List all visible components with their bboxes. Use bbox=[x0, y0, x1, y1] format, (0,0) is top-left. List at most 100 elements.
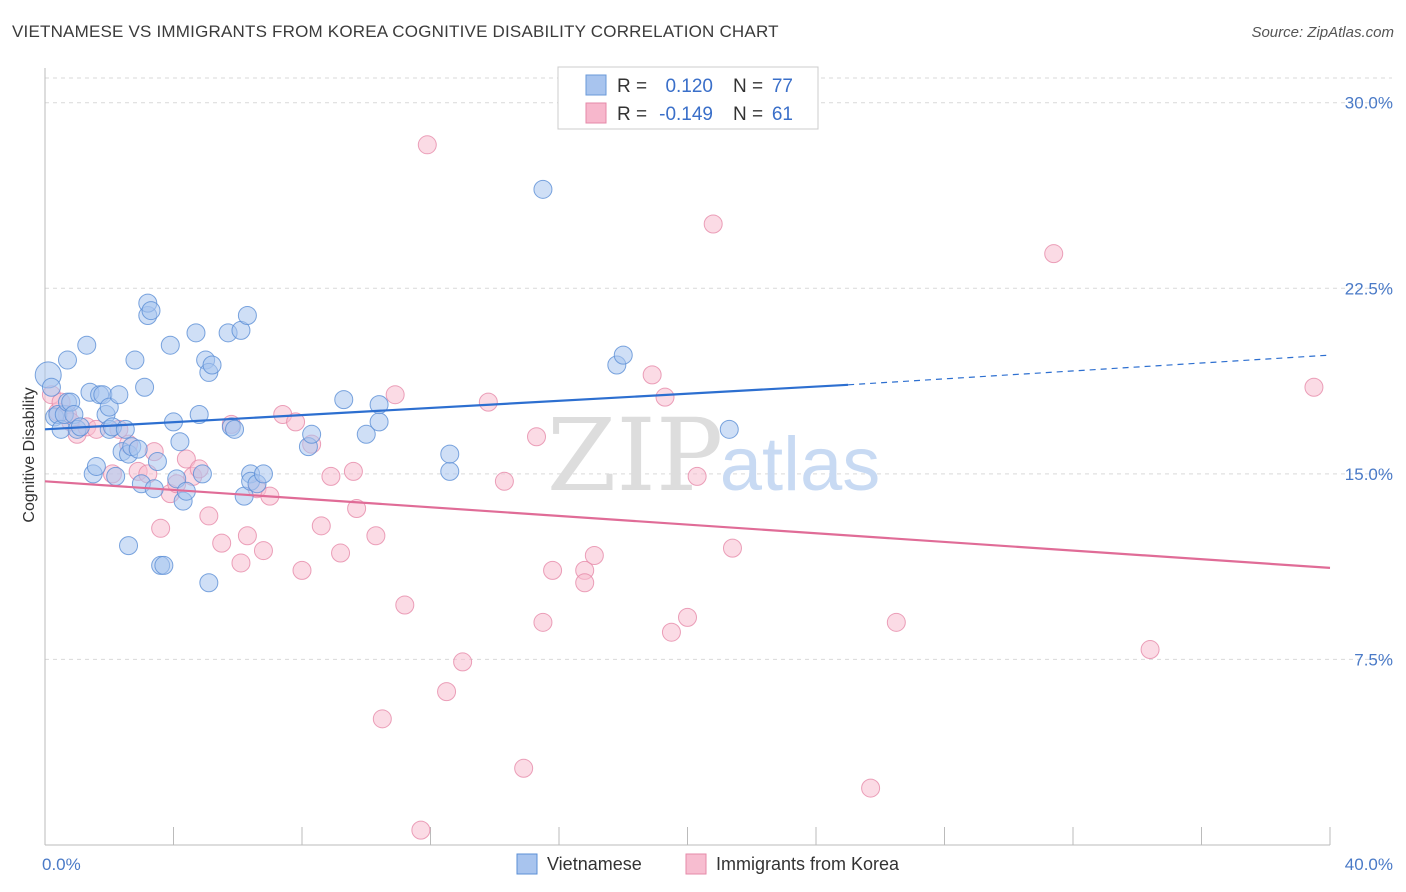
x-tick-label-0: 0.0% bbox=[42, 855, 81, 874]
point-vietnamese-39 bbox=[154, 555, 174, 575]
point-vietnamese-43 bbox=[170, 432, 190, 452]
point-vietnamese-35 bbox=[141, 301, 161, 321]
legend-n-label-0: N = bbox=[733, 76, 763, 97]
point-vietnamese-68 bbox=[369, 395, 389, 415]
point-korea-56 bbox=[661, 622, 681, 642]
point-korea-63 bbox=[1044, 244, 1064, 264]
grid-lines bbox=[45, 77, 1392, 660]
point-korea-14 bbox=[151, 518, 171, 538]
point-vietnamese-23 bbox=[109, 385, 129, 405]
point-korea-44 bbox=[453, 652, 473, 672]
legend-swatch-1 bbox=[585, 102, 607, 124]
legend-n-value-0: 77 bbox=[772, 76, 793, 97]
point-korea-48 bbox=[527, 427, 547, 447]
point-vietnamese-66 bbox=[356, 424, 376, 444]
point-vietnamese-55 bbox=[225, 419, 245, 439]
legend-r-value-1: -0.149 bbox=[659, 104, 713, 125]
point-korea-42 bbox=[417, 135, 437, 155]
bottom-legend-label-0: Vietnamese bbox=[547, 854, 642, 874]
series-vietnamese-points bbox=[34, 179, 739, 593]
point-korea-33 bbox=[321, 466, 341, 486]
legend-swatch-0 bbox=[585, 74, 607, 96]
point-korea-26 bbox=[253, 541, 273, 561]
chart-title: VIETNAMESE VS IMMIGRANTS FROM KOREA COGN… bbox=[12, 22, 779, 41]
x-tick-label-1: 40.0% bbox=[1345, 855, 1393, 874]
point-vietnamese-73 bbox=[613, 345, 633, 365]
point-korea-39 bbox=[385, 385, 405, 405]
bottom-legend-swatch-0 bbox=[516, 853, 538, 875]
point-korea-52 bbox=[575, 573, 595, 593]
point-vietnamese-52 bbox=[202, 355, 222, 375]
y-axis-label: Cognitive Disability bbox=[21, 387, 38, 522]
point-vietnamese-27 bbox=[119, 536, 139, 556]
point-vietnamese-1 bbox=[41, 377, 61, 397]
point-vietnamese-46 bbox=[186, 323, 206, 343]
point-korea-17 bbox=[176, 449, 196, 469]
point-vietnamese-67 bbox=[369, 412, 389, 432]
legend-n-value-1: 61 bbox=[772, 104, 793, 125]
bottom-legend-swatch-1 bbox=[685, 853, 707, 875]
point-korea-57 bbox=[678, 607, 697, 627]
y-tick-label-1: 15.0% bbox=[1345, 465, 1393, 484]
point-vietnamese-48 bbox=[192, 464, 212, 484]
point-korea-29 bbox=[286, 412, 306, 432]
point-korea-21 bbox=[212, 533, 232, 553]
y-tick-label-0: 7.5% bbox=[1354, 650, 1393, 669]
bottom-legend-label-1: Immigrants from Korea bbox=[716, 854, 900, 874]
point-vietnamese-70 bbox=[440, 444, 460, 464]
point-vietnamese-12 bbox=[77, 335, 97, 355]
y-tick-label-3: 30.0% bbox=[1345, 94, 1393, 113]
point-korea-34 bbox=[331, 543, 351, 563]
watermark-zip: ZIP bbox=[547, 397, 723, 514]
point-korea-47 bbox=[514, 758, 534, 778]
point-korea-41 bbox=[411, 820, 431, 840]
point-korea-35 bbox=[343, 461, 363, 481]
point-vietnamese-62 bbox=[253, 464, 273, 484]
point-vietnamese-64 bbox=[302, 424, 322, 444]
point-korea-32 bbox=[311, 516, 331, 536]
point-korea-60 bbox=[722, 538, 742, 558]
point-korea-55 bbox=[655, 387, 675, 407]
point-korea-58 bbox=[687, 466, 707, 486]
point-vietnamese-69 bbox=[440, 461, 460, 481]
point-vietnamese-37 bbox=[147, 452, 167, 471]
point-korea-65 bbox=[1304, 377, 1324, 397]
point-korea-54 bbox=[642, 365, 662, 385]
legend-n-label-1: N = bbox=[733, 104, 763, 125]
point-vietnamese-30 bbox=[128, 439, 148, 459]
trend-vietnamese-extension bbox=[848, 354, 1331, 386]
point-korea-23 bbox=[231, 553, 251, 573]
point-korea-43 bbox=[437, 682, 457, 702]
point-vietnamese-65 bbox=[334, 390, 354, 410]
point-korea-53 bbox=[584, 546, 604, 566]
point-vietnamese-25 bbox=[115, 419, 135, 439]
point-korea-59 bbox=[703, 214, 723, 234]
point-korea-46 bbox=[494, 471, 514, 491]
axes bbox=[44, 68, 1331, 846]
watermark-atlas: atlas bbox=[720, 422, 881, 507]
point-vietnamese-40 bbox=[160, 335, 180, 355]
point-vietnamese-29 bbox=[125, 350, 145, 370]
point-korea-36 bbox=[347, 499, 367, 519]
point-korea-30 bbox=[292, 560, 312, 580]
point-vietnamese-50 bbox=[199, 573, 219, 593]
trend-vietnamese bbox=[44, 383, 849, 431]
point-korea-62 bbox=[886, 612, 906, 632]
point-korea-49 bbox=[533, 612, 553, 632]
point-korea-64 bbox=[1140, 640, 1160, 660]
point-vietnamese-22 bbox=[106, 466, 126, 486]
point-vietnamese-6 bbox=[57, 350, 77, 370]
trend-korea bbox=[44, 480, 1331, 569]
point-korea-45 bbox=[478, 392, 498, 412]
source-label: Source: ZipAtlas.com bbox=[1251, 24, 1394, 41]
y-tick-label-2: 22.5% bbox=[1345, 279, 1393, 298]
point-korea-24 bbox=[237, 526, 257, 546]
watermark: ZIP atlas bbox=[547, 397, 880, 514]
point-korea-40 bbox=[395, 595, 415, 615]
trend-lines bbox=[44, 354, 1331, 569]
bottom-legend: Vietnamese Immigrants from Korea bbox=[516, 853, 900, 875]
point-vietnamese-32 bbox=[135, 377, 155, 397]
legend-r-label-1: R = bbox=[617, 104, 647, 125]
point-vietnamese-71 bbox=[533, 179, 553, 199]
